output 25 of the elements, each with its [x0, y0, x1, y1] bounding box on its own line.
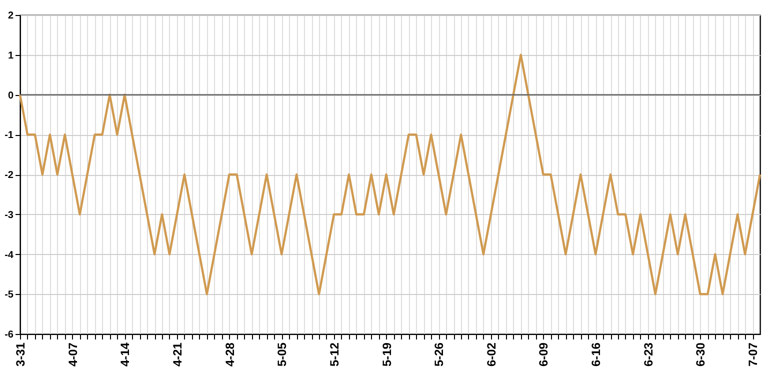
y-tick-label: 0 [8, 90, 14, 102]
x-tick-label: 3-31 [14, 342, 28, 367]
x-tick-label: 5-12 [327, 342, 342, 367]
y-tick-label: -4 [4, 250, 14, 261]
y-tick-label: 1 [8, 50, 14, 62]
x-tick-label: 4-28 [222, 342, 237, 367]
x-tick-label: 6-16 [589, 342, 604, 367]
y-tick-label: 2 [8, 10, 14, 22]
x-tick-label: 6-02 [484, 342, 498, 367]
x-tick-label: 6-30 [694, 342, 708, 367]
x-tick-label: 5-19 [380, 342, 394, 367]
x-tick-label: 5-26 [432, 342, 446, 367]
y-tick-label: -5 [4, 290, 14, 301]
y-tick-label: -1 [4, 130, 14, 142]
y-tick-label: -2 [4, 170, 14, 181]
x-tick-label: 4-07 [66, 342, 80, 367]
line-series [18, 54, 762, 296]
x-tick-label: 4-21 [170, 342, 184, 367]
x-tick-label: 5-05 [275, 342, 290, 367]
x-tick-label: 6-09 [536, 342, 551, 367]
x-tick-label: 6-23 [641, 342, 656, 367]
y-tick-label: -6 [4, 330, 14, 340]
y-tick-label: -3 [4, 210, 14, 221]
x-tick-label: 4-14 [118, 342, 132, 367]
x-tick-label: 7-07 [746, 342, 760, 367]
